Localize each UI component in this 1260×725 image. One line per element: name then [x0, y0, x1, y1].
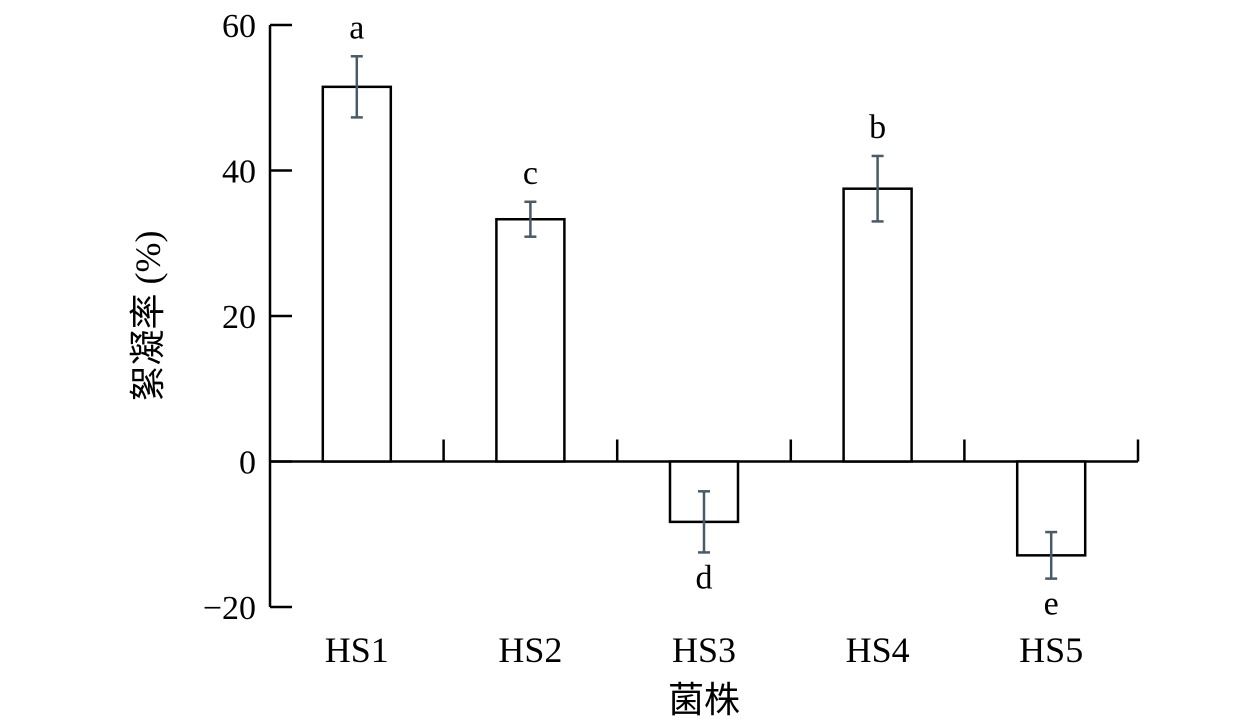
labels: a HS1 c HS2 d HS3 b HS4 e HS5	[325, 9, 1083, 670]
x-tick-label: HS2	[498, 630, 562, 670]
x-tick-label: HS5	[1019, 630, 1083, 670]
x-tick-label: HS3	[672, 630, 736, 670]
x-axis-title: 菌株	[668, 680, 740, 720]
error-bars	[350, 55, 1058, 580]
significance-label: c	[523, 155, 538, 192]
significance-label: d	[696, 559, 713, 596]
y-tick-label: 20	[222, 299, 256, 336]
y-tick-label: −20	[203, 590, 256, 627]
bar	[842, 187, 913, 463]
significance-label: a	[349, 9, 364, 46]
bar	[1015, 460, 1087, 557]
x-tick-label: HS1	[325, 630, 389, 670]
bar	[321, 85, 393, 463]
y-tick-label: 60	[222, 8, 256, 45]
axes: 60 40 20 0 −20	[203, 8, 1140, 627]
bar	[495, 217, 566, 463]
y-tick-label: 40	[222, 154, 256, 191]
bars	[321, 85, 1087, 557]
x-tick-label: HS4	[846, 630, 910, 670]
y-axis-title: 絮凝率 (%)	[128, 231, 168, 402]
significance-label: e	[1044, 586, 1059, 623]
y-tick-label: 0	[239, 445, 256, 482]
significance-label: b	[869, 109, 886, 146]
